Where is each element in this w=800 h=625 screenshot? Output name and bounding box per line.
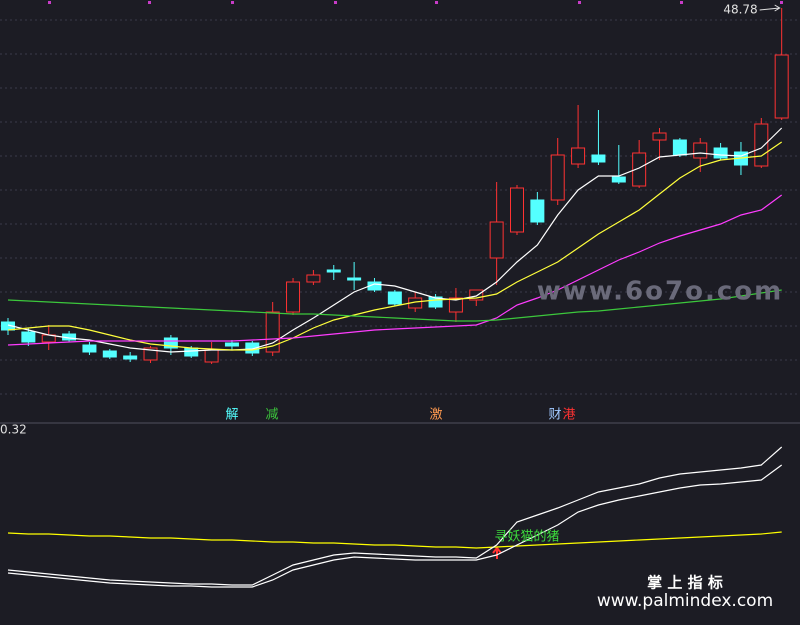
line-series: [7, 446, 783, 586]
candle-body: [611, 176, 626, 183]
candle-body: [530, 199, 545, 223]
top-dots: [48, 1, 783, 4]
line-series: [7, 127, 783, 353]
watermarks: www.6o7o.com 掌 上 指 标 www.palmindex.com: [537, 277, 783, 612]
dot: [780, 1, 783, 4]
candle-body: [693, 142, 708, 159]
candle-body: [774, 54, 789, 119]
candle-body: [102, 350, 117, 358]
candle-body: [224, 342, 239, 347]
candle-body: [347, 277, 362, 281]
y-tick-label: 0.32: [0, 423, 27, 437]
candle-body: [571, 147, 586, 165]
candle-body: [387, 291, 402, 305]
candle-body: [163, 337, 178, 349]
candle-body: [754, 123, 769, 167]
dot: [148, 1, 151, 4]
candle-body: [510, 187, 524, 233]
candle-body: [428, 296, 443, 308]
annotation: 激: [429, 408, 442, 423]
candle-body: [469, 289, 484, 301]
annotation: 解: [225, 408, 238, 423]
annotation: 寻妖猫的猪: [494, 529, 559, 545]
annotation: 财: [548, 408, 561, 423]
candle-body: [672, 139, 687, 156]
candle-body: [591, 154, 606, 163]
annotation: 港: [562, 408, 575, 423]
candle-body: [143, 347, 158, 361]
candle-body: [204, 349, 219, 363]
candle-body: [652, 132, 667, 141]
dot: [334, 1, 337, 4]
candle-body: [286, 281, 301, 313]
dot: [231, 1, 234, 4]
dot: [578, 1, 581, 4]
dot: [680, 1, 683, 4]
candle-body: [550, 154, 565, 201]
candle-body: [326, 269, 341, 273]
candle-body: [713, 147, 728, 159]
watermark: www.6o7o.com: [537, 277, 783, 307]
candle-body: [489, 221, 504, 259]
candle-body: [82, 344, 97, 353]
candle-body: [245, 342, 260, 354]
candle-body: [123, 355, 138, 360]
line-series: [7, 531, 782, 549]
line-series: [7, 194, 783, 346]
annotation: 减: [265, 408, 278, 423]
dot: [435, 1, 438, 4]
candle-body: [448, 297, 463, 313]
watermark: www.palmindex.com: [597, 591, 773, 611]
watermark: 掌 上 指 标: [647, 574, 723, 592]
max-price-arrow: [759, 4, 781, 12]
candle-body: [632, 152, 647, 187]
max-price-label: 48.78: [723, 3, 757, 17]
candle-body: [306, 274, 321, 283]
line-series: [7, 289, 782, 322]
candle-body: [21, 331, 36, 343]
line-series: [7, 464, 783, 588]
candle-body: [184, 347, 199, 357]
candle-body: [265, 311, 280, 353]
dot: [48, 1, 51, 4]
